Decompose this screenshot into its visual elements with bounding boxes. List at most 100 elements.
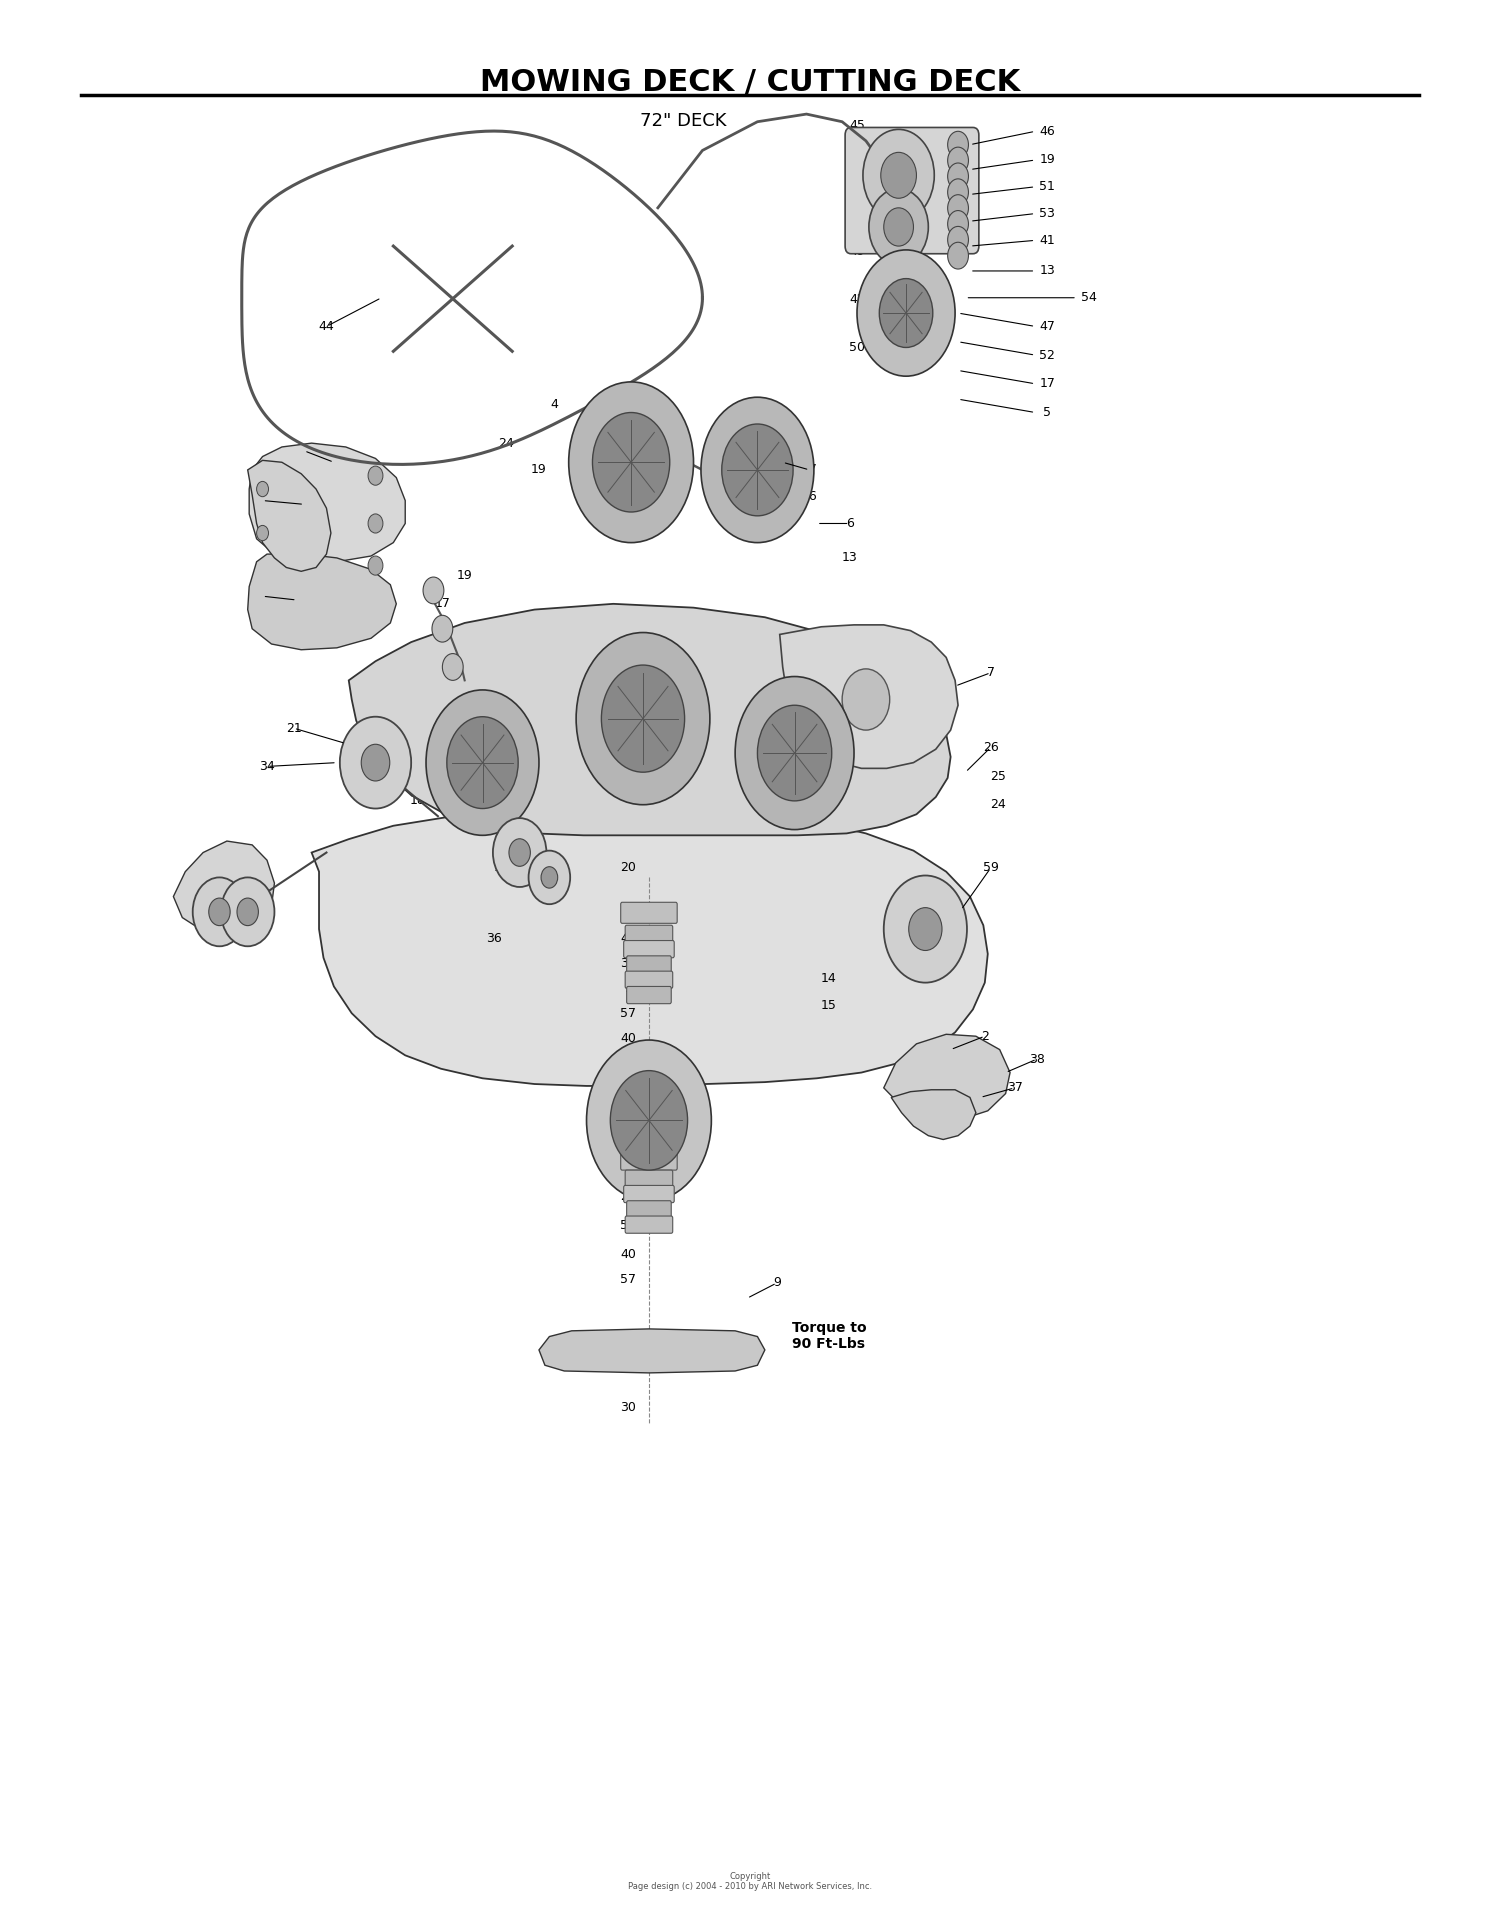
Text: MOWING DECK / CUTTING DECK: MOWING DECK / CUTTING DECK bbox=[480, 67, 1020, 96]
Text: 11: 11 bbox=[255, 493, 270, 507]
Text: 13: 13 bbox=[842, 551, 858, 565]
FancyBboxPatch shape bbox=[626, 925, 672, 942]
Circle shape bbox=[758, 705, 831, 802]
Text: 46: 46 bbox=[1040, 125, 1054, 139]
Polygon shape bbox=[891, 1091, 977, 1139]
Text: 50: 50 bbox=[849, 341, 865, 355]
Text: 16: 16 bbox=[849, 146, 865, 158]
Polygon shape bbox=[248, 555, 396, 649]
Circle shape bbox=[576, 632, 710, 805]
Circle shape bbox=[592, 412, 669, 513]
Circle shape bbox=[447, 717, 518, 809]
Text: 72" DECK: 72" DECK bbox=[640, 112, 726, 131]
Text: 20: 20 bbox=[620, 861, 636, 875]
Circle shape bbox=[700, 397, 814, 543]
Text: 8: 8 bbox=[594, 462, 603, 476]
Text: 14: 14 bbox=[821, 973, 837, 985]
Text: 19: 19 bbox=[458, 568, 472, 582]
Text: 30: 30 bbox=[620, 1401, 636, 1414]
Circle shape bbox=[948, 146, 969, 173]
Text: 38: 38 bbox=[1029, 1052, 1045, 1066]
Text: 22: 22 bbox=[255, 590, 270, 603]
Text: 27: 27 bbox=[591, 626, 606, 640]
Circle shape bbox=[884, 208, 914, 247]
Circle shape bbox=[868, 189, 928, 266]
Text: 28: 28 bbox=[435, 626, 450, 640]
Circle shape bbox=[432, 615, 453, 642]
Circle shape bbox=[256, 526, 268, 541]
Text: 2: 2 bbox=[981, 1029, 988, 1043]
Text: 31: 31 bbox=[736, 759, 752, 773]
Text: 13: 13 bbox=[1040, 264, 1054, 277]
Text: 43: 43 bbox=[621, 933, 636, 944]
Text: 48: 48 bbox=[849, 173, 865, 185]
Circle shape bbox=[842, 669, 890, 730]
Text: 56: 56 bbox=[620, 1220, 636, 1231]
Text: 4: 4 bbox=[550, 399, 558, 410]
Text: 32: 32 bbox=[770, 646, 784, 659]
FancyBboxPatch shape bbox=[621, 1150, 676, 1170]
Circle shape bbox=[880, 152, 916, 198]
Circle shape bbox=[948, 131, 969, 158]
Text: 1: 1 bbox=[624, 983, 632, 994]
Text: 19: 19 bbox=[297, 445, 312, 457]
Polygon shape bbox=[348, 603, 951, 834]
FancyBboxPatch shape bbox=[627, 956, 670, 973]
Circle shape bbox=[884, 875, 968, 983]
FancyBboxPatch shape bbox=[621, 902, 676, 923]
Circle shape bbox=[602, 665, 684, 773]
FancyBboxPatch shape bbox=[627, 987, 670, 1004]
Text: 39: 39 bbox=[621, 958, 636, 969]
Text: 59: 59 bbox=[982, 861, 999, 875]
Text: 29: 29 bbox=[621, 1191, 636, 1202]
Circle shape bbox=[948, 164, 969, 189]
Text: 21: 21 bbox=[286, 723, 302, 734]
FancyBboxPatch shape bbox=[624, 940, 674, 958]
Text: 54: 54 bbox=[1082, 291, 1096, 304]
Text: 34: 34 bbox=[260, 759, 274, 773]
Circle shape bbox=[256, 482, 268, 497]
FancyBboxPatch shape bbox=[626, 1170, 672, 1187]
Text: 33: 33 bbox=[724, 636, 740, 649]
Text: 58: 58 bbox=[620, 1162, 636, 1175]
Text: 55: 55 bbox=[598, 1123, 613, 1137]
Polygon shape bbox=[249, 443, 405, 563]
Circle shape bbox=[528, 850, 570, 904]
Text: 6: 6 bbox=[846, 516, 853, 530]
Text: 12: 12 bbox=[272, 568, 286, 582]
Text: Copyright
Page design (c) 2004 - 2010 by ARI Network Services, Inc.: Copyright Page design (c) 2004 - 2010 by… bbox=[628, 1871, 872, 1892]
Text: 57: 57 bbox=[620, 1272, 636, 1285]
Circle shape bbox=[192, 877, 246, 946]
Text: 52: 52 bbox=[1040, 349, 1054, 362]
Text: 23: 23 bbox=[458, 655, 472, 669]
Text: 17: 17 bbox=[435, 597, 450, 611]
Circle shape bbox=[948, 179, 969, 206]
FancyBboxPatch shape bbox=[624, 1185, 674, 1202]
Text: 36: 36 bbox=[486, 933, 502, 944]
Text: 35: 35 bbox=[378, 794, 394, 807]
Circle shape bbox=[442, 653, 464, 680]
Text: 26: 26 bbox=[982, 740, 999, 753]
FancyBboxPatch shape bbox=[844, 127, 980, 254]
Circle shape bbox=[340, 717, 411, 809]
Text: 17: 17 bbox=[801, 462, 818, 476]
Circle shape bbox=[494, 819, 546, 886]
Circle shape bbox=[909, 908, 942, 950]
Circle shape bbox=[948, 195, 969, 222]
Text: 37: 37 bbox=[1007, 1081, 1023, 1095]
Polygon shape bbox=[780, 624, 958, 769]
Text: 18: 18 bbox=[410, 794, 424, 807]
Text: 19: 19 bbox=[531, 462, 548, 476]
Circle shape bbox=[426, 690, 538, 834]
Text: 10: 10 bbox=[494, 861, 510, 875]
Text: 49: 49 bbox=[849, 245, 865, 258]
Text: 42: 42 bbox=[849, 293, 865, 306]
Text: 47: 47 bbox=[1040, 320, 1054, 333]
Circle shape bbox=[509, 838, 531, 867]
Circle shape bbox=[722, 424, 794, 516]
FancyBboxPatch shape bbox=[626, 1216, 672, 1233]
Polygon shape bbox=[312, 809, 989, 1087]
Circle shape bbox=[209, 898, 230, 925]
Circle shape bbox=[948, 243, 969, 270]
Text: Torque to
90 Ft-Lbs: Torque to 90 Ft-Lbs bbox=[792, 1322, 865, 1351]
